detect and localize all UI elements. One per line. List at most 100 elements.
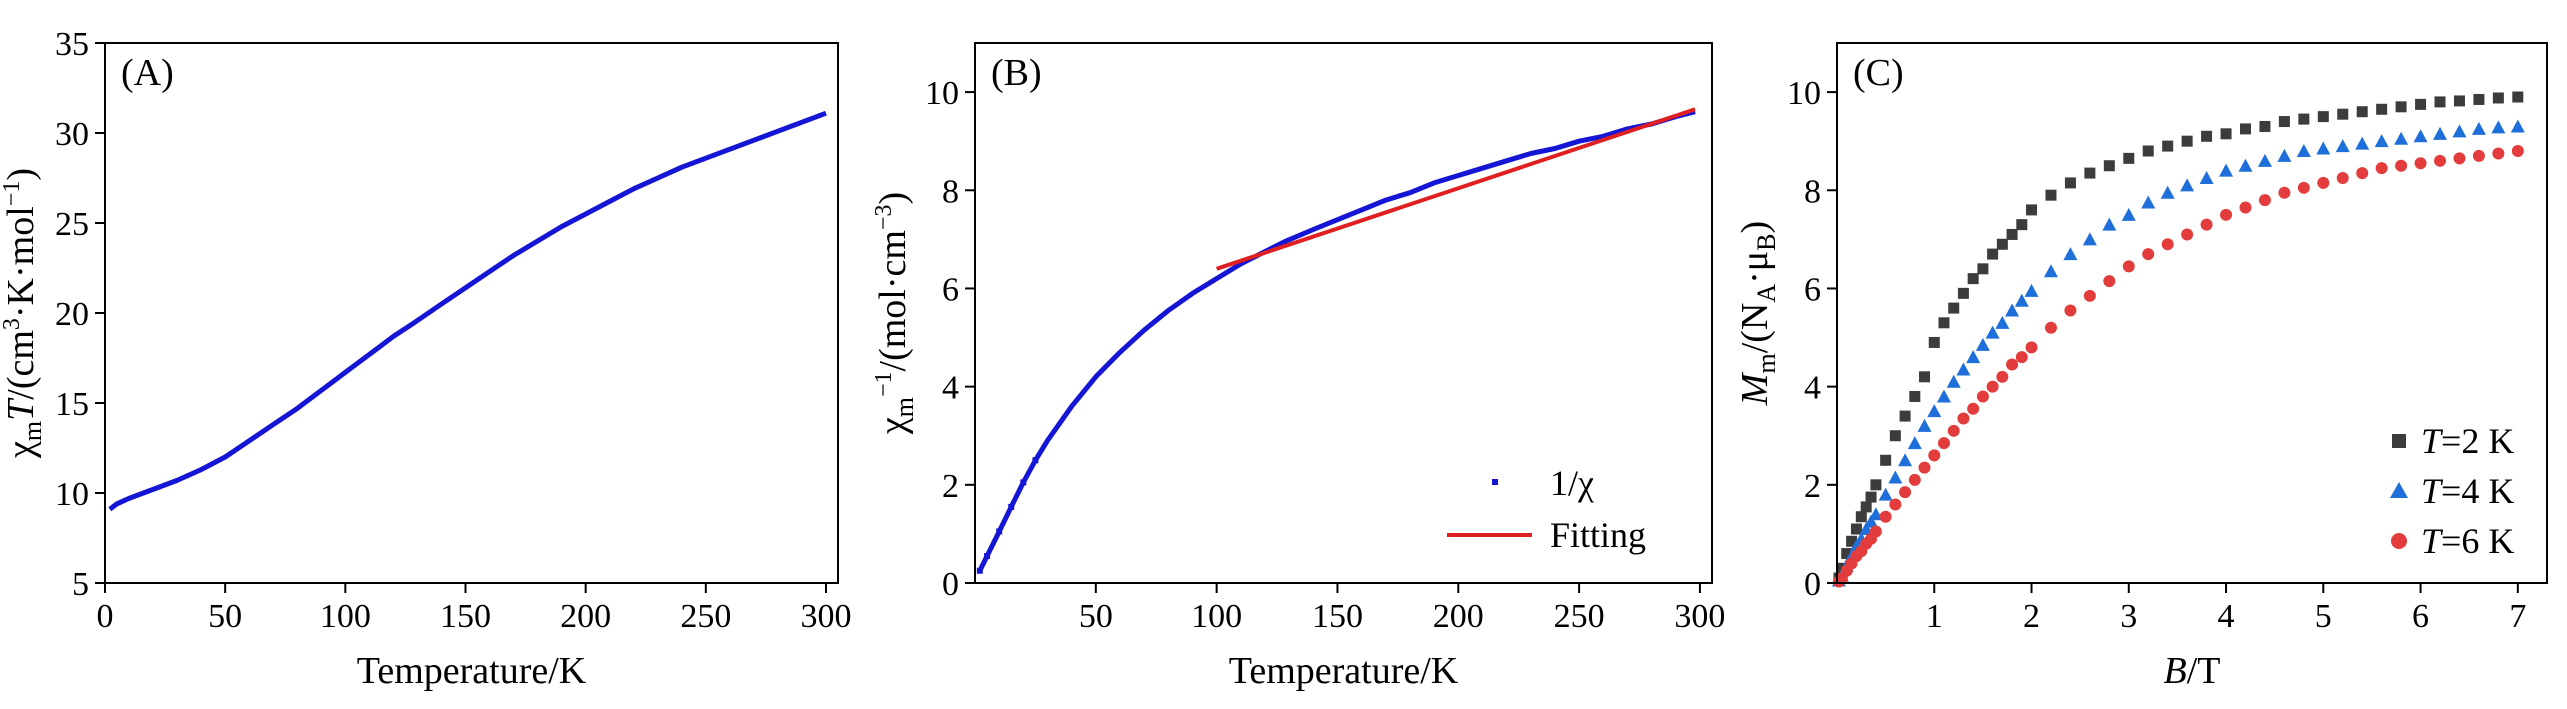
x-tick-label: 50 xyxy=(208,598,242,635)
data-point xyxy=(1907,436,1922,450)
series-2 xyxy=(1831,119,2525,587)
data-point xyxy=(2414,157,2427,170)
data-point xyxy=(1868,507,1883,521)
y-tick-label: 4 xyxy=(1804,370,1821,407)
data-point xyxy=(2491,120,2506,134)
data-point xyxy=(2181,135,2193,147)
series-trace xyxy=(108,110,827,512)
y-tick-label: 15 xyxy=(55,386,89,423)
data-point xyxy=(1878,487,1893,501)
x-tick-label: 0 xyxy=(97,598,114,635)
y-tick-label: 30 xyxy=(55,116,89,153)
data-point xyxy=(1967,402,1980,415)
x-tick-label: 3 xyxy=(2120,598,2137,635)
data-point xyxy=(2472,149,2485,162)
data-point xyxy=(2162,140,2174,152)
data-point xyxy=(2043,264,2058,278)
panel-label: (C) xyxy=(1853,52,1904,94)
data-point xyxy=(1918,461,1931,474)
x-tick-label: 200 xyxy=(1433,598,1484,635)
data-point xyxy=(2102,217,2117,231)
x-tick-label: 5 xyxy=(2315,598,2332,635)
y-axis-title: χm−1/(mol·cm−3) xyxy=(871,192,919,435)
x-tick-label: 250 xyxy=(680,598,731,635)
data-point xyxy=(2395,159,2408,172)
data-point xyxy=(1889,430,1901,442)
y-tick-label: 8 xyxy=(1804,173,1821,210)
data-point xyxy=(2336,172,2349,184)
y-tick-label: 2 xyxy=(942,468,959,505)
legend: T=2 K T=4 K T=6 K xyxy=(2390,421,2514,561)
data-point xyxy=(1899,410,1911,422)
legend-marker-square xyxy=(2392,434,2406,448)
series-2 xyxy=(1216,107,1696,271)
x-tick-label: 150 xyxy=(440,598,491,635)
data-point xyxy=(1948,302,1960,314)
y-tick-label: 6 xyxy=(942,271,959,308)
x-tick-label: 150 xyxy=(1312,598,1363,635)
data-point xyxy=(1996,370,2009,383)
x-tick-label: 50 xyxy=(1079,598,1113,635)
x-tick-label: 1 xyxy=(1926,598,1943,635)
data-point xyxy=(2453,152,2466,165)
data-point xyxy=(2374,134,2389,148)
series-1 xyxy=(108,110,827,512)
data-point xyxy=(1995,315,2010,329)
data-point xyxy=(1936,389,1951,403)
data-point xyxy=(2016,219,2028,231)
data-point xyxy=(1888,470,1903,484)
y-tick-label: 6 xyxy=(1804,271,1821,308)
data-point xyxy=(1947,424,1960,437)
data-point xyxy=(2024,283,2039,297)
data-point xyxy=(2317,176,2330,189)
data-point xyxy=(2199,171,2214,184)
data-point xyxy=(1909,390,1921,402)
data-point xyxy=(1967,273,1979,285)
data-point xyxy=(2511,145,2524,157)
data-point xyxy=(2258,194,2271,207)
data-point xyxy=(2394,131,2409,145)
data-point xyxy=(2160,185,2175,199)
legend-label-2: Fitting xyxy=(1550,515,1646,555)
series-trace xyxy=(977,109,1696,572)
axes-frame xyxy=(104,42,839,584)
legend-marker-circle xyxy=(2391,533,2407,549)
y-tick-label: 20 xyxy=(55,296,89,333)
data-point xyxy=(1975,337,1990,351)
data-point xyxy=(2239,201,2252,214)
data-point xyxy=(1938,317,1950,329)
x-axis-title: B/T xyxy=(2164,650,2221,692)
data-point xyxy=(2356,167,2369,180)
data-point xyxy=(2026,204,2038,216)
data-point xyxy=(2083,289,2096,302)
legend-label-1: 1/χ xyxy=(1550,463,1594,503)
panel-label: (B) xyxy=(991,52,1042,94)
legend-label-3: T=6 K xyxy=(2421,521,2514,561)
data-point xyxy=(1908,473,1921,486)
data-point xyxy=(1870,479,1882,491)
data-point xyxy=(1985,325,2000,339)
x-tick-label: 300 xyxy=(800,598,851,635)
x-tick-label: 300 xyxy=(1674,598,1725,635)
series-1 xyxy=(1833,91,2524,584)
data-point xyxy=(2121,207,2136,221)
data-point xyxy=(2044,321,2057,334)
data-point xyxy=(2257,153,2272,167)
data-point xyxy=(2471,121,2486,135)
data-point xyxy=(1008,503,1015,510)
data-point xyxy=(2181,228,2194,241)
legend-label-1: T=2 K xyxy=(2421,421,2514,461)
data-point xyxy=(2355,136,2370,150)
data-point xyxy=(1032,457,1039,464)
data-point xyxy=(2122,260,2135,273)
data-point xyxy=(2025,341,2038,354)
panel-b: 50 100 150 200 250 300 0 2 4 6 8 10 (B) Temperature/K… xyxy=(871,42,1725,692)
data-point xyxy=(1850,523,1862,535)
data-point xyxy=(976,567,983,574)
y-tick-label: 8 xyxy=(942,173,959,210)
data-point xyxy=(2180,178,2195,192)
data-point xyxy=(1976,390,1989,403)
data-point xyxy=(2200,218,2213,231)
data-point xyxy=(2473,93,2485,105)
